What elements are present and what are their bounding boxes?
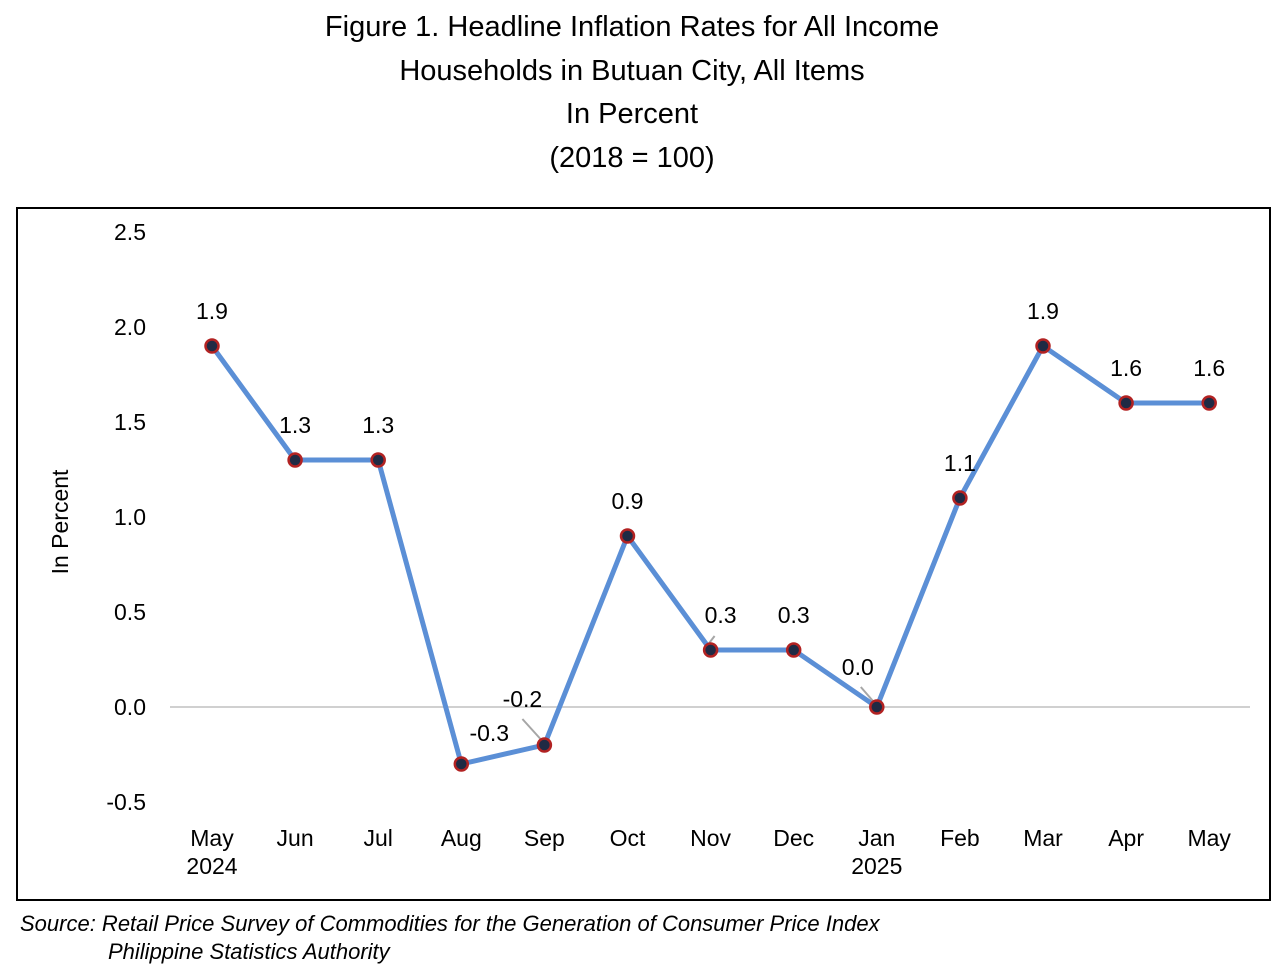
data-point: [952, 490, 968, 506]
source-line-1: Source: Retail Price Survey of Commoditi…: [20, 911, 880, 936]
data-label: 0.0: [842, 654, 874, 680]
title-line-4: (2018 = 100): [549, 141, 715, 174]
data-point: [536, 737, 553, 753]
x-tick-year-label: 2025: [851, 853, 902, 879]
data-label: 1.9: [196, 298, 228, 324]
y-tick-label: 0.5: [114, 599, 146, 625]
data-point: [869, 699, 885, 715]
data-point: [287, 452, 303, 468]
data-label: 1.9: [1027, 298, 1059, 324]
data-point: [1035, 338, 1051, 354]
chart-frame: 2.5 2.0 1.5 1.0 0.5 0.0 -0.5 In Percent May 2024 J…: [16, 207, 1271, 901]
title-line-1: Figure 1. Headline Inflation Rates for A…: [324, 11, 940, 43]
data-point: [370, 452, 386, 468]
data-point: [453, 756, 470, 772]
y-tick-label: 1.5: [114, 409, 146, 435]
x-tick-label: Jun: [277, 825, 314, 851]
x-tick-label: Jan: [858, 825, 895, 851]
label-leader-line: [521, 718, 543, 741]
data-label: -0.2: [503, 686, 543, 712]
y-axis-label: In Percent: [47, 469, 73, 574]
data-label: 1.3: [362, 412, 394, 438]
data-point: [785, 642, 802, 658]
data-label: 1.6: [1110, 355, 1142, 381]
data-point: [702, 642, 719, 658]
y-tick-label: 2.0: [114, 314, 146, 340]
title-line-2: Households in Butuan City, All Items: [399, 54, 865, 87]
x-tick-label: Apr: [1108, 825, 1144, 851]
x-tick-label: Oct: [610, 825, 646, 851]
x-tick-label: May: [1187, 825, 1231, 851]
data-label: 0.3: [705, 602, 737, 628]
label-leader-line: [860, 686, 875, 703]
data-label: 1.1: [944, 450, 976, 476]
data-point: [1201, 395, 1217, 411]
x-tick-label: Dec: [773, 825, 814, 851]
x-tick-label: Feb: [940, 825, 980, 851]
y-tick-label: 1.0: [114, 504, 146, 530]
x-tick-label: May: [190, 825, 234, 851]
chart-title: Figure 1. Headline Inflation Rates for A…: [0, 6, 1264, 180]
x-tick-label: Aug: [441, 825, 482, 851]
data-label: 0.3: [778, 602, 810, 628]
series-line: [209, 343, 1212, 767]
data-point: [1118, 395, 1134, 411]
line-chart: 2.52.01.51.00.50.0-0.5In PercentMay2024J…: [47, 219, 1250, 879]
x-tick-label: Jul: [363, 825, 392, 851]
y-tick-label: 0.0: [114, 694, 146, 720]
y-tick-label: 2.5: [114, 219, 146, 245]
data-label: 1.3: [279, 412, 311, 438]
y-tick-label: -0.5: [106, 789, 146, 815]
data-point: [204, 338, 220, 354]
x-tick-label: Nov: [690, 825, 731, 851]
x-tick-label: Sep: [524, 825, 565, 851]
data-label: -0.3: [469, 720, 509, 746]
source-note: Source: Retail Price Survey of Commoditi…: [20, 910, 880, 966]
data-point: [619, 528, 636, 544]
x-tick-year-label: 2024: [186, 853, 237, 879]
title-line-3: In Percent: [565, 98, 699, 130]
data-label: 1.6: [1193, 355, 1225, 381]
x-tick-label: Mar: [1023, 825, 1063, 851]
source-line-2: Philippine Statistics Authority: [108, 939, 390, 964]
data-label: 0.9: [612, 488, 644, 514]
